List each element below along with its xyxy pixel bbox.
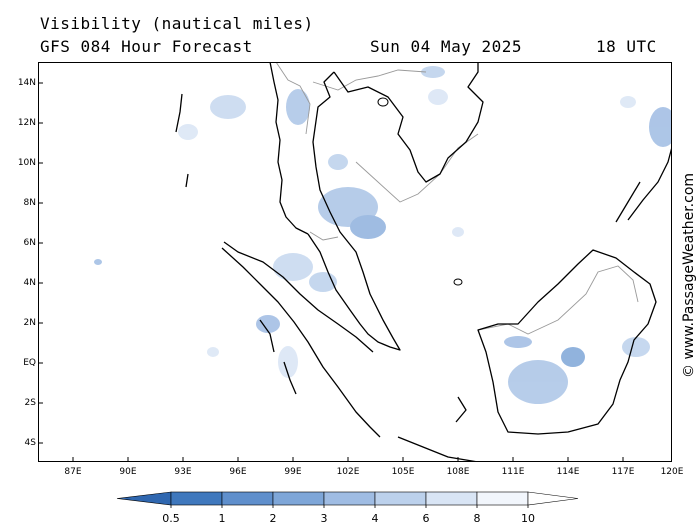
legend-label: 2 xyxy=(270,512,277,525)
lon-label-96e: 96E xyxy=(229,467,247,477)
watermark-text: © www.PassageWeather.com xyxy=(681,173,697,378)
forecast-subtitle: GFS 084 Hour Forecast xyxy=(40,37,253,56)
lat-label-4n: 4N xyxy=(23,278,36,288)
lon-label-102e: 102E xyxy=(336,467,360,477)
legend-label: 6 xyxy=(423,512,430,525)
legend-swatch xyxy=(272,491,325,506)
lon-ticks xyxy=(72,457,672,462)
legend-swatch xyxy=(374,491,427,506)
map-title: Visibility (nautical miles) xyxy=(40,14,314,33)
watermark: © www.PassageWeather.com xyxy=(681,173,697,378)
lon-label-117e: 117E xyxy=(611,467,635,477)
lat-label-14n: 14N xyxy=(17,78,36,88)
forecast-time: 18 UTC xyxy=(596,37,657,56)
visibility-map xyxy=(38,62,672,462)
legend-label: 10 xyxy=(521,512,535,525)
lat-label-10n: 10N xyxy=(17,158,36,168)
map-frame xyxy=(38,62,672,462)
lon-label-114e: 114E xyxy=(556,467,580,477)
legend-label: 1 xyxy=(219,512,226,525)
lon-label-87e: 87E xyxy=(64,467,82,477)
lat-ticks xyxy=(38,82,43,444)
legend-swatch xyxy=(323,491,376,506)
lon-label-90e: 90E xyxy=(119,467,137,477)
lat-label-2n: 2N xyxy=(23,318,36,328)
lon-label-111e: 111E xyxy=(501,467,525,477)
legend-label: 0.5 xyxy=(162,512,180,525)
legend-label: 8 xyxy=(474,512,481,525)
legend-arrow-low xyxy=(116,491,172,506)
legend-swatch xyxy=(476,491,529,506)
coastlines xyxy=(175,62,672,462)
lat-label-6n: 6N xyxy=(23,238,36,248)
legend-label: 3 xyxy=(321,512,328,525)
lat-label-12n: 12N xyxy=(17,118,36,128)
lon-label-105e: 105E xyxy=(391,467,415,477)
legend-arrow-high xyxy=(527,491,579,506)
lat-label-eq: EQ xyxy=(23,358,36,368)
legend-swatch xyxy=(425,491,478,506)
lon-label-93e: 93E xyxy=(174,467,192,477)
country-borders xyxy=(275,62,639,335)
legend-swatch xyxy=(170,491,223,506)
lakes xyxy=(377,97,463,286)
lat-label-2s: 2S xyxy=(24,398,36,408)
legend-swatch xyxy=(221,491,274,506)
lon-label-120e: 120E xyxy=(660,467,684,477)
lon-label-108e: 108E xyxy=(446,467,470,477)
lat-label-4s: 4S xyxy=(24,438,36,448)
lon-label-99e: 99E xyxy=(284,467,302,477)
legend-label: 4 xyxy=(372,512,379,525)
lat-label-8n: 8N xyxy=(23,198,36,208)
forecast-date: Sun 04 May 2025 xyxy=(370,37,522,56)
visibility-legend: 0.5 1 2 3 4 6 8 10 xyxy=(116,491,579,525)
